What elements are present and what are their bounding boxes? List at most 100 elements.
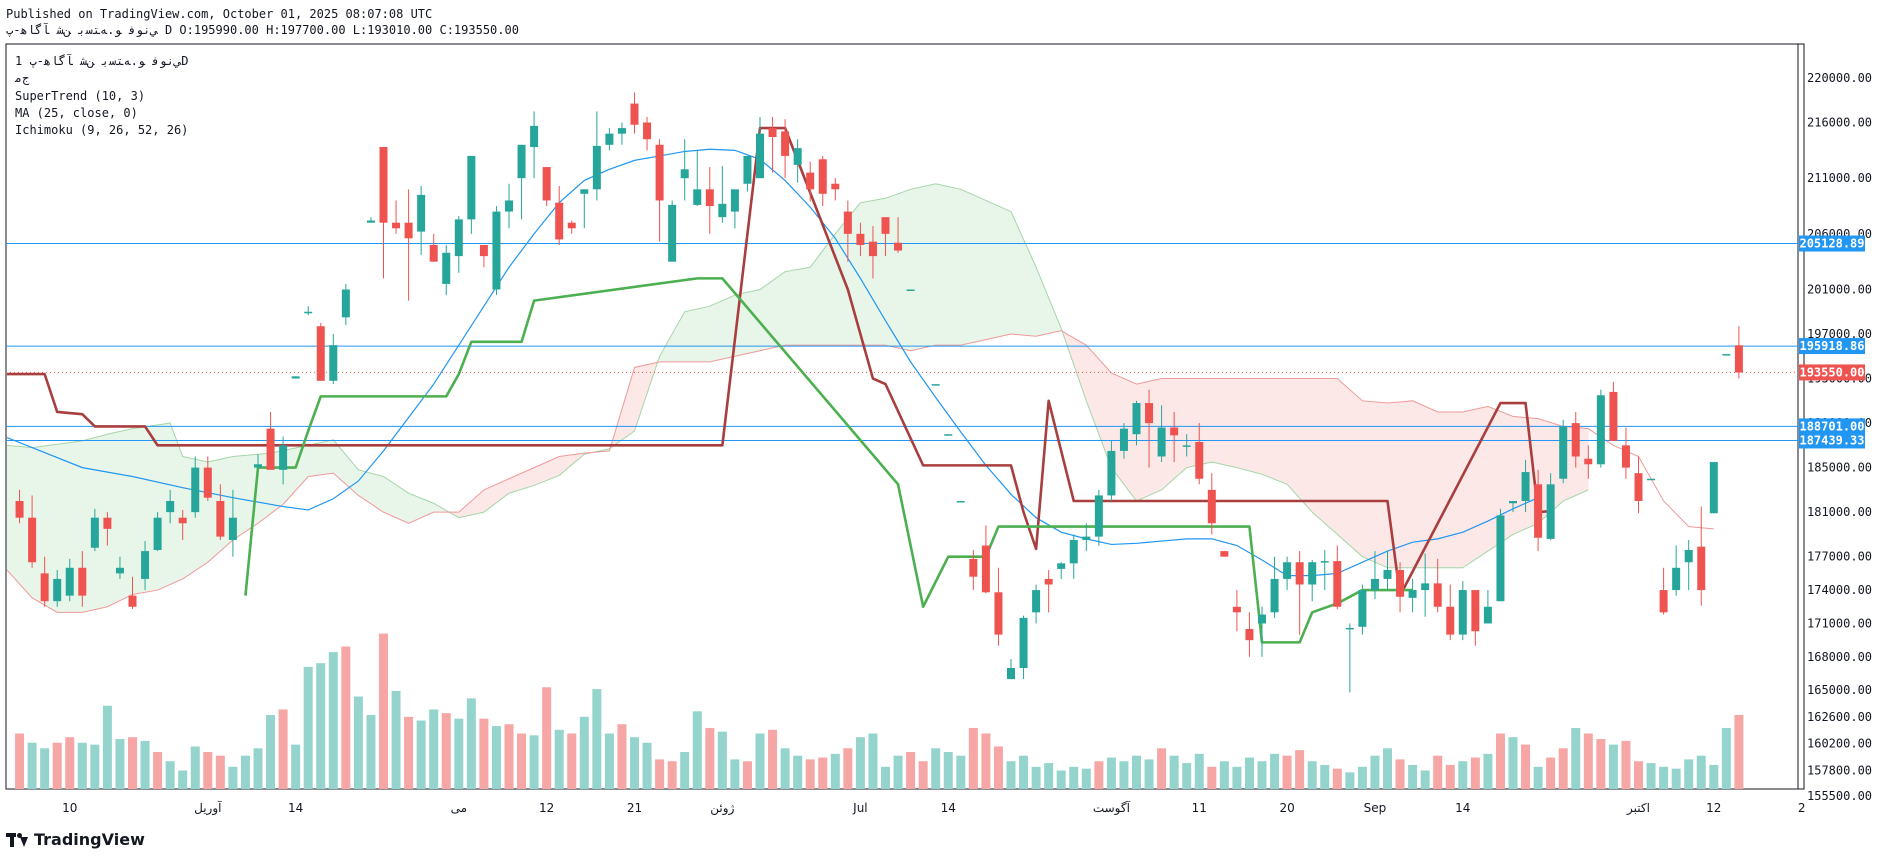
- candle-body[interactable]: [1496, 515, 1505, 602]
- candle-body[interactable]: [1584, 458, 1593, 465]
- candle-body[interactable]: [868, 241, 877, 257]
- candle-body[interactable]: [1245, 629, 1254, 641]
- candle-body[interactable]: [1145, 403, 1154, 424]
- candle-body[interactable]: [429, 244, 438, 262]
- candle-body[interactable]: [1509, 501, 1517, 504]
- candles[interactable]: [15, 92, 1743, 693]
- candle-body[interactable]: [454, 219, 463, 257]
- candle-body[interactable]: [28, 517, 37, 563]
- candle-body[interactable]: [567, 222, 576, 229]
- candle-body[interactable]: [542, 167, 551, 201]
- time-axis[interactable]: 10 آوریل 14 می 12 21 ژوئن Jul 14 آگوست 11 20 Sep 14 اک…: [62, 800, 1805, 816]
- candle-body[interactable]: [141, 551, 150, 579]
- candle-body[interactable]: [505, 200, 513, 212]
- candle-body[interactable]: [793, 148, 802, 165]
- candle-body[interactable]: [128, 595, 137, 607]
- candle-body[interactable]: [203, 467, 212, 498]
- candle-body[interactable]: [1182, 445, 1191, 447]
- candle-body[interactable]: [1521, 472, 1530, 502]
- candle-body[interactable]: [1534, 484, 1543, 538]
- candle-body[interactable]: [316, 326, 325, 381]
- candle-body[interactable]: [517, 144, 526, 179]
- candle-body[interactable]: [341, 289, 350, 318]
- candle-body[interactable]: [730, 189, 739, 212]
- candle-body[interactable]: [178, 517, 187, 524]
- candle-body[interactable]: [1258, 614, 1266, 624]
- candle-body[interactable]: [592, 145, 601, 190]
- candle-body[interactable]: [806, 172, 815, 190]
- candle-body[interactable]: [1722, 354, 1731, 356]
- candle-body[interactable]: [956, 501, 965, 503]
- candle-body[interactable]: [1659, 590, 1668, 613]
- candle-body[interactable]: [856, 233, 865, 245]
- candle-body[interactable]: [655, 144, 664, 201]
- legend-ma[interactable]: MA (25, close, 0): [15, 106, 138, 120]
- candle-body[interactable]: [1559, 426, 1568, 479]
- candle-body[interactable]: [1057, 563, 1066, 569]
- candle-body[interactable]: [555, 202, 564, 240]
- candle-body[interactable]: [53, 578, 62, 602]
- candle-body[interactable]: [1007, 667, 1015, 680]
- candle-body[interactable]: [279, 445, 288, 470]
- candle-body[interactable]: [1684, 549, 1693, 563]
- candle-body[interactable]: [756, 133, 764, 179]
- candle-body[interactable]: [166, 501, 175, 513]
- candle-body[interactable]: [630, 103, 639, 125]
- candle-body[interactable]: [668, 204, 677, 262]
- candle-body[interactable]: [1471, 590, 1480, 632]
- candle-body[interactable]: [1672, 567, 1681, 591]
- candle-body[interactable]: [379, 147, 388, 223]
- candle-body[interactable]: [1408, 590, 1417, 598]
- candle-body[interactable]: [1446, 606, 1455, 635]
- candle-body[interactable]: [1232, 606, 1241, 613]
- candle-body[interactable]: [1483, 606, 1492, 624]
- candle-body[interactable]: [1345, 627, 1354, 630]
- candle-body[interactable]: [981, 545, 990, 593]
- candle-body[interactable]: [1019, 617, 1028, 668]
- candle-body[interactable]: [1270, 578, 1279, 613]
- candle-body[interactable]: [718, 203, 727, 218]
- candle-body[interactable]: [1132, 403, 1141, 435]
- candle-body[interactable]: [1094, 495, 1103, 537]
- candle-body[interactable]: [693, 189, 702, 205]
- candle-body[interactable]: [580, 189, 589, 194]
- candle-body[interactable]: [40, 573, 49, 602]
- candle-body[interactable]: [329, 345, 338, 381]
- candle-body[interactable]: [643, 122, 652, 140]
- candle-body[interactable]: [894, 242, 903, 251]
- candle-body[interactable]: [254, 464, 262, 468]
- candle-body[interactable]: [1157, 427, 1166, 457]
- candle-body[interactable]: [216, 501, 225, 537]
- candle-body[interactable]: [78, 567, 87, 596]
- candle-body[interactable]: [115, 567, 124, 574]
- candle-body[interactable]: [1320, 561, 1329, 563]
- candle-body[interactable]: [1069, 539, 1078, 564]
- candle-body[interactable]: [1370, 578, 1379, 591]
- candle-body[interactable]: [191, 467, 200, 513]
- tradingview-logo[interactable]: TradingView: [6, 830, 145, 849]
- candle-body[interactable]: [994, 592, 1003, 635]
- candle-body[interactable]: [818, 159, 827, 194]
- candle-body[interactable]: [843, 211, 852, 234]
- candle-body[interactable]: [1647, 478, 1656, 481]
- candle-body[interactable]: [404, 222, 413, 239]
- candle-body[interactable]: [1333, 561, 1342, 607]
- candle-body[interactable]: [1170, 427, 1179, 436]
- candle-body[interactable]: [1546, 484, 1555, 539]
- candle-body[interactable]: [1119, 428, 1128, 451]
- candle-body[interactable]: [492, 211, 501, 290]
- candle-body[interactable]: [228, 517, 237, 540]
- candle-body[interactable]: [781, 131, 790, 156]
- candle-body[interactable]: [442, 252, 451, 284]
- candle-body[interactable]: [366, 220, 375, 223]
- candle-body[interactable]: [831, 183, 840, 190]
- candle-body[interactable]: [1396, 570, 1405, 597]
- candle-body[interactable]: [1283, 562, 1292, 579]
- candle-body[interactable]: [1621, 445, 1630, 468]
- candle-body[interactable]: [743, 155, 752, 184]
- candle-body[interactable]: [417, 194, 426, 232]
- candle-body[interactable]: [1044, 578, 1053, 585]
- candle-body[interactable]: [266, 428, 275, 470]
- candle-body[interactable]: [881, 217, 890, 234]
